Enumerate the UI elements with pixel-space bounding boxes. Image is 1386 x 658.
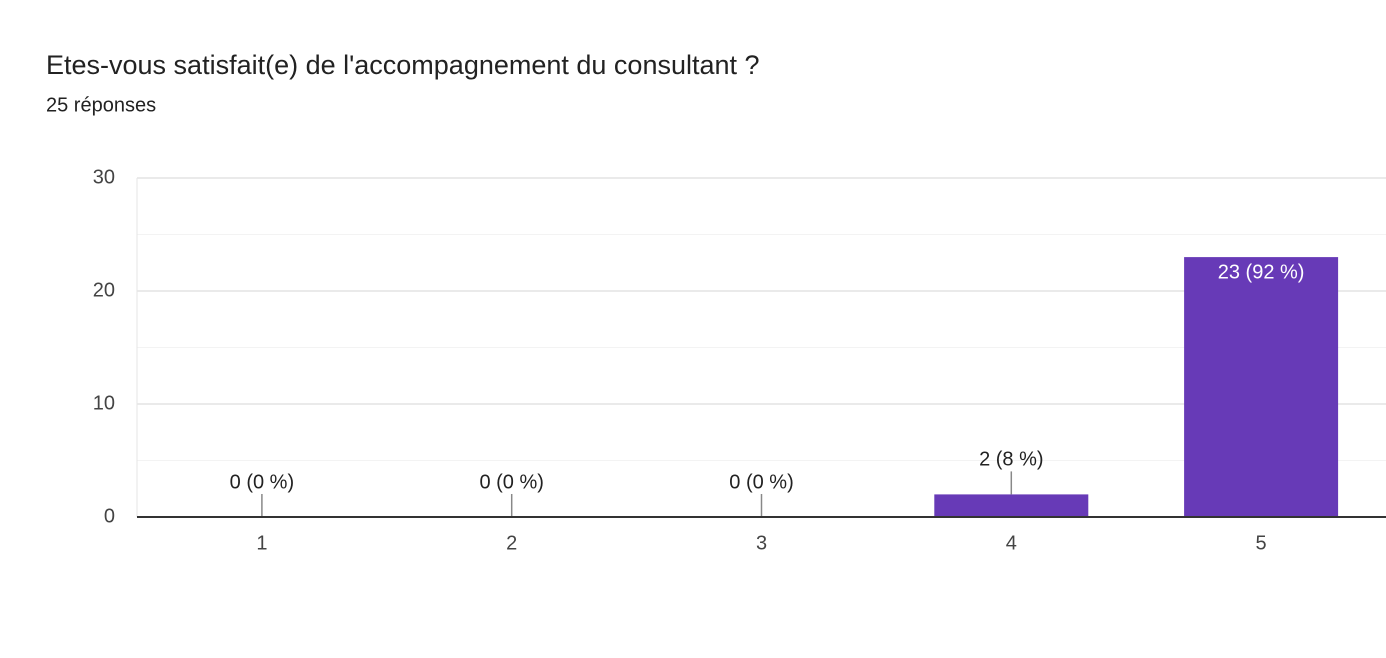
chart-subtitle: 25 réponses bbox=[46, 94, 156, 116]
value-label: 2 (8 %) bbox=[979, 449, 1043, 471]
value-label: 0 (0 %) bbox=[479, 471, 543, 493]
value-label: 0 (0 %) bbox=[230, 471, 294, 493]
y-tick-label: 20 bbox=[93, 279, 115, 301]
bar bbox=[934, 494, 1089, 517]
x-tick-label: 5 bbox=[1256, 532, 1267, 554]
value-label: 23 (92 %) bbox=[1218, 261, 1305, 283]
chart-title: Etes-vous satisfait(e) de l'accompagneme… bbox=[46, 50, 760, 80]
x-tick-label: 4 bbox=[1006, 532, 1017, 554]
x-tick-label: 1 bbox=[256, 532, 267, 554]
y-tick-label: 10 bbox=[93, 392, 115, 414]
y-tick-label: 30 bbox=[93, 166, 115, 188]
x-tick-label: 2 bbox=[506, 532, 517, 554]
value-label: 0 (0 %) bbox=[729, 471, 793, 493]
bar bbox=[1184, 257, 1339, 517]
x-tick-label: 3 bbox=[756, 532, 767, 554]
y-tick-label: 0 bbox=[104, 505, 115, 527]
